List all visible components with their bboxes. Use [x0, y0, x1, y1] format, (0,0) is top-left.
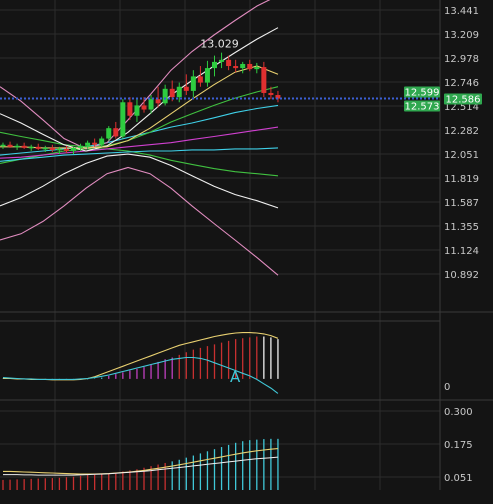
y-axis-tick-label: 11.819 — [444, 174, 479, 185]
candle-body — [162, 88, 168, 104]
candle-body — [240, 63, 246, 69]
candle-body — [42, 147, 48, 150]
y-axis-tick-label: 0 — [444, 382, 450, 393]
candle-body — [141, 105, 147, 110]
grid-lines — [0, 0, 493, 490]
y-axis-tick-label: 12.282 — [444, 126, 479, 137]
price-badge — [444, 93, 482, 105]
lower-pane — [0, 410, 440, 490]
candle-body — [63, 148, 69, 151]
y-axis-tick-label: 0.300 — [444, 407, 473, 418]
price-overlay: 13.029 12.599 12.586 12.573 — [0, 38, 482, 113]
candle-body — [254, 67, 260, 70]
candle-body — [148, 99, 154, 110]
macd-slow-line — [2, 356, 279, 394]
band-line — [0, 27, 279, 152]
candle-body — [28, 146, 34, 149]
band-line — [0, 126, 279, 159]
candle-body — [56, 148, 62, 151]
candle-body — [106, 128, 112, 139]
candle-body — [127, 102, 133, 116]
peak-annotation: 13.029 — [200, 38, 239, 51]
candle-body — [197, 76, 203, 83]
candle-body — [268, 92, 274, 96]
candle-body — [155, 99, 161, 104]
band-line — [0, 153, 279, 209]
y-axis-tick-label: 11.124 — [444, 246, 479, 257]
band-line — [0, 86, 279, 148]
candle-body — [219, 59, 225, 62]
price-badge-label: 12.573 — [405, 102, 440, 113]
candle-body — [176, 86, 182, 98]
candle-body — [134, 105, 140, 116]
candle-body — [14, 145, 20, 148]
candle-body — [261, 67, 267, 93]
y-axis-tick-label: 0.175 — [444, 440, 473, 451]
candle-body — [92, 142, 98, 145]
macd-pane: A — [2, 332, 279, 394]
candle-body — [247, 63, 253, 70]
price-badge — [404, 86, 440, 98]
candle-body — [113, 128, 119, 137]
y-axis-tick-label: 13.441 — [444, 6, 479, 17]
y-axis-tick-label: 11.587 — [444, 198, 479, 209]
y-axis-tick-label: 12.514 — [444, 102, 479, 113]
y-axis: 13.441 13.209 12.978 12.746 12.514 12.282 12.0… — [439, 0, 479, 490]
y-axis-tick-label: 12.978 — [444, 54, 479, 65]
macd-marker-label: A — [230, 368, 241, 386]
candle-body — [190, 76, 196, 91]
candle-body — [85, 142, 91, 146]
price-badge — [404, 100, 440, 112]
y-axis-tick-label: 13.209 — [444, 30, 479, 41]
y-axis-tick-label: 11.355 — [444, 222, 479, 233]
price-badge-label: 12.599 — [405, 88, 440, 99]
candle-body — [78, 145, 84, 148]
lower-white-line — [3, 456, 278, 476]
candle-body — [7, 144, 13, 147]
candle-body — [99, 138, 105, 145]
candle-body — [204, 68, 210, 83]
y-axis-tick-label: 12.051 — [444, 150, 479, 161]
candle-body — [120, 102, 126, 137]
candles — [0, 52, 281, 155]
y-axis-tick-label: 10.892 — [444, 270, 479, 281]
candle-body — [21, 145, 27, 148]
y-axis-tick-label: 12.746 — [444, 78, 479, 89]
candle-body — [49, 147, 55, 150]
price-badge-label: 12.586 — [446, 95, 481, 106]
candle-body — [169, 88, 175, 98]
candle-body — [35, 146, 41, 149]
candle-body — [212, 61, 217, 69]
candle-body — [0, 144, 6, 147]
band-line — [0, 166, 279, 276]
band-line — [0, 147, 279, 162]
y-axis-tick-label: 0.051 — [444, 473, 473, 484]
candle-body — [233, 66, 239, 69]
candle-body — [183, 86, 189, 91]
candle-body — [275, 95, 281, 99]
lower-yellow-line — [3, 448, 278, 475]
candle-body — [226, 59, 232, 67]
candle-body — [71, 147, 76, 151]
